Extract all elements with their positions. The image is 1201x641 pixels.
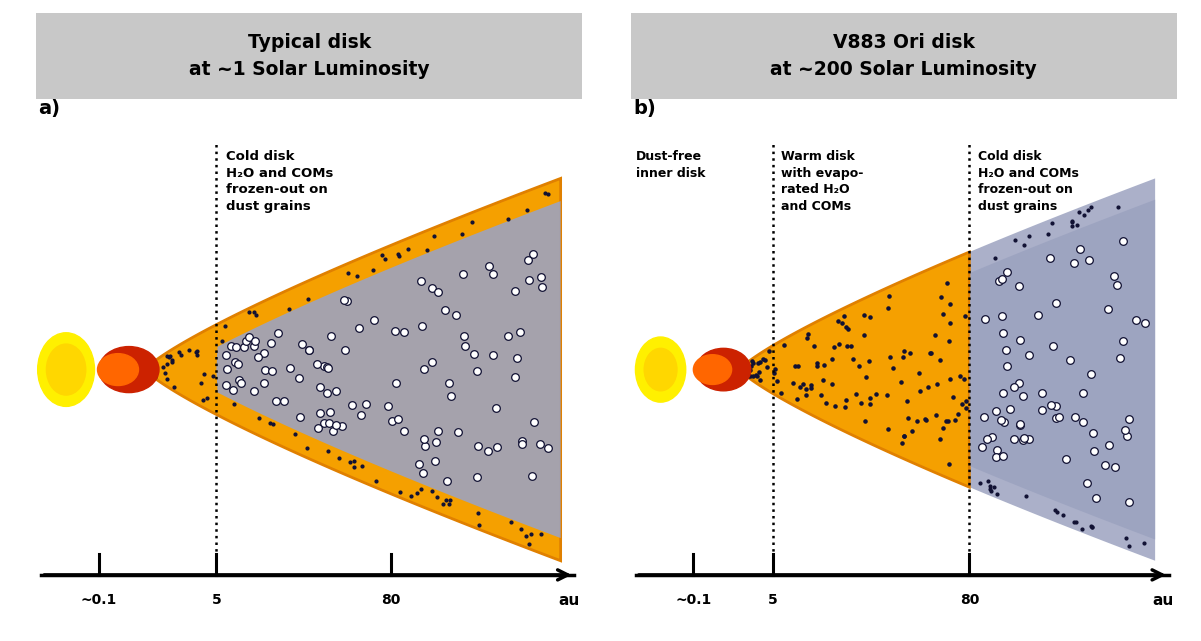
- Polygon shape: [740, 178, 1155, 561]
- Circle shape: [37, 333, 95, 406]
- Text: au: au: [558, 592, 579, 608]
- Text: a): a): [38, 99, 60, 119]
- Polygon shape: [216, 201, 561, 538]
- Text: au: au: [1153, 592, 1173, 608]
- Text: 5: 5: [767, 592, 777, 606]
- Text: Dust-free
inner disk: Dust-free inner disk: [637, 150, 705, 179]
- Ellipse shape: [693, 354, 731, 385]
- Ellipse shape: [697, 348, 751, 391]
- Circle shape: [635, 337, 686, 402]
- Text: Typical disk
at ~1 Solar Luminosity: Typical disk at ~1 Solar Luminosity: [189, 33, 430, 79]
- Text: V883 Ori disk
at ~200 Solar Luminosity: V883 Ori disk at ~200 Solar Luminosity: [770, 33, 1038, 79]
- Polygon shape: [969, 199, 1155, 540]
- Text: 5: 5: [211, 592, 221, 606]
- Text: ~0.1: ~0.1: [80, 592, 116, 606]
- Polygon shape: [145, 178, 561, 561]
- Ellipse shape: [97, 354, 138, 385]
- Text: b): b): [633, 99, 656, 119]
- Circle shape: [644, 348, 677, 391]
- Text: ~0.1: ~0.1: [675, 592, 711, 606]
- Text: Cold disk
H₂O and COMs
frozen-out on
dust grains: Cold disk H₂O and COMs frozen-out on dus…: [978, 150, 1078, 213]
- Polygon shape: [740, 252, 969, 487]
- Text: Warm disk
with evapo-
rated H₂O
and COMs: Warm disk with evapo- rated H₂O and COMs: [781, 150, 864, 213]
- Text: 80: 80: [382, 592, 401, 606]
- Circle shape: [47, 344, 85, 395]
- Text: 80: 80: [960, 592, 979, 606]
- Text: Cold disk
H₂O and COMs
frozen-out on
dust grains: Cold disk H₂O and COMs frozen-out on dus…: [226, 150, 334, 213]
- Ellipse shape: [98, 347, 159, 392]
